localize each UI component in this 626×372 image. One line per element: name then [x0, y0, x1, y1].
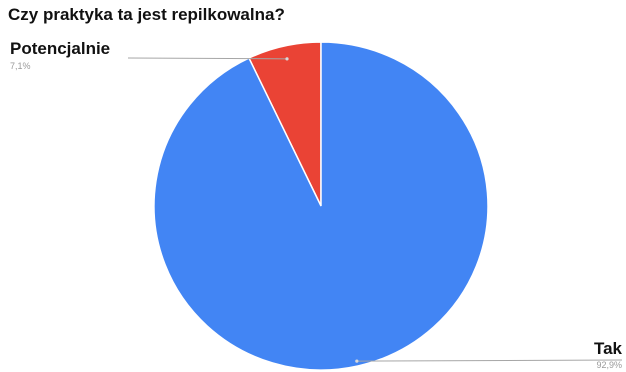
pie-slice-tak — [153, 41, 489, 371]
leader-line-tak — [356, 359, 623, 362]
leader-lines — [127, 57, 623, 363]
slice-label-potencjalnie: Potencjalnie — [10, 39, 110, 58]
leader-dot-potencjalnie — [285, 57, 289, 61]
slice-value-tak: 92,9% — [596, 360, 622, 370]
slice-value-potencjalnie: 7,1% — [10, 61, 31, 71]
chart-title: Czy praktyka ta jest repilkowalna? — [8, 5, 285, 24]
leader-dot-tak — [355, 359, 359, 363]
slice-label-tak: Tak — [594, 339, 623, 358]
pie-slices — [153, 41, 489, 371]
leader-line-potencjalnie — [127, 57, 288, 60]
